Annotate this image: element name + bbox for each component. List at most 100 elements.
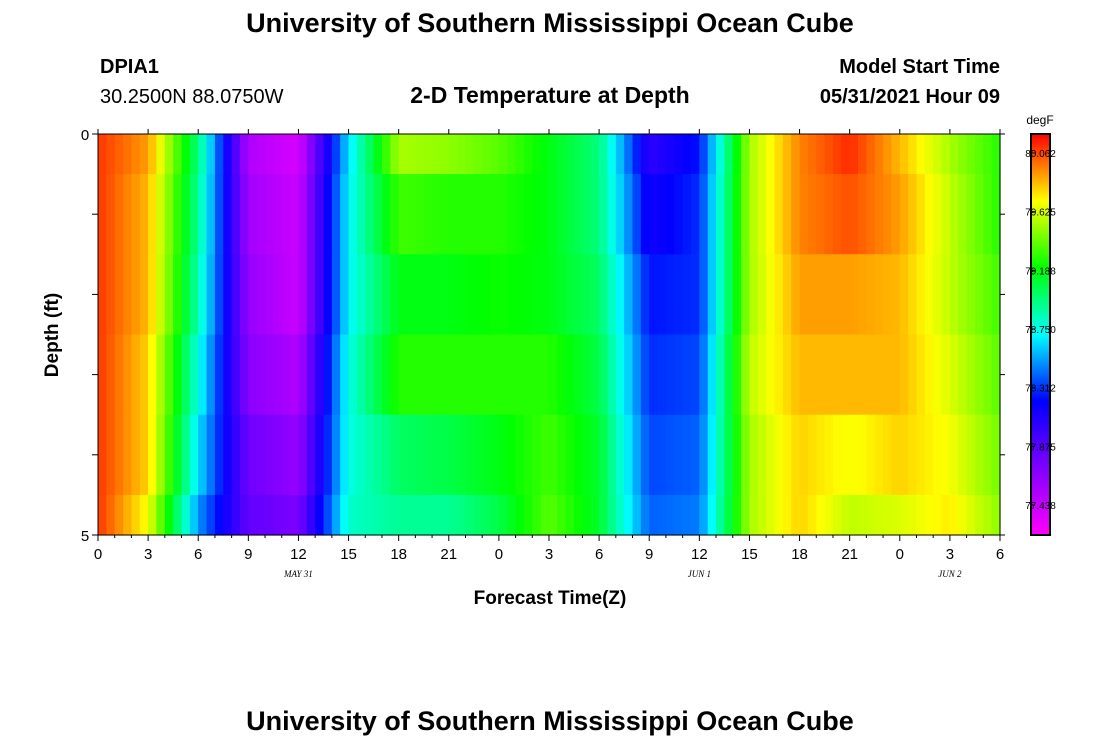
heatmap-cell [716, 334, 725, 416]
heatmap-cell [373, 494, 383, 536]
heatmap-cell [665, 134, 675, 175]
x-tick-label: 9 [645, 546, 653, 563]
heatmap-cell [181, 134, 191, 175]
heatmap-cell [123, 254, 133, 336]
heatmap-cell [457, 134, 467, 175]
heatmap-cell [248, 334, 258, 416]
heatmap-cell [657, 414, 667, 496]
heatmap-cell [615, 414, 625, 496]
heatmap-cell [590, 254, 600, 336]
heatmap-cell [832, 134, 842, 175]
heatmap-cell [807, 134, 817, 175]
heatmap-cell [640, 494, 650, 536]
heatmap-cell [540, 494, 550, 536]
heatmap-cell [615, 254, 625, 336]
x-tick-label: 6 [595, 546, 603, 563]
heatmap-cell [523, 494, 533, 536]
heatmap-cell [799, 134, 809, 175]
heatmap-cell [239, 134, 249, 175]
heatmap-cell [974, 134, 984, 175]
heatmap-cell [791, 334, 801, 416]
heatmap-cell [749, 334, 759, 416]
heatmap-cell [557, 414, 567, 496]
heatmap-cell [465, 414, 475, 496]
heatmap-cell [473, 174, 483, 255]
heatmap-cell [974, 174, 984, 255]
heatmap-cell [156, 254, 166, 336]
heatmap-cell [682, 134, 692, 175]
heatmap-cell [306, 334, 316, 416]
heatmap-cell [540, 134, 550, 175]
x-tick-label: 9 [244, 546, 252, 563]
heatmap-cell [131, 174, 141, 255]
heatmap-cell [315, 494, 325, 536]
heatmap-cell [156, 334, 166, 416]
heatmap-cell [924, 134, 934, 175]
heatmap-cell [265, 134, 274, 175]
heatmap-cell [507, 134, 517, 175]
heatmap-cell [799, 174, 809, 255]
heatmap-cell [173, 494, 183, 536]
heatmap-cell [273, 254, 283, 336]
heatmap-cell [98, 174, 107, 255]
heatmap-cell [916, 494, 926, 536]
heatmap-cell [657, 254, 667, 336]
heatmap-cell [398, 174, 408, 255]
heatmap-cell [941, 334, 951, 416]
heatmap-cell [640, 334, 650, 416]
heatmap-cell [766, 174, 776, 255]
heatmap-cell [549, 254, 558, 336]
heatmap-cell [565, 254, 575, 336]
heatmap-cell [549, 134, 558, 175]
heatmap-cell [365, 254, 375, 336]
heatmap-cell [832, 334, 842, 416]
heatmap-cell [448, 494, 458, 536]
heatmap-cell [164, 414, 174, 496]
heatmap-cell [799, 414, 809, 496]
heatmap-cell [958, 134, 968, 175]
heatmap-cell [699, 414, 709, 496]
heatmap-cell [290, 254, 300, 336]
x-tick-label: 18 [390, 546, 407, 563]
heatmap-cell [532, 414, 542, 496]
heatmap-cell [381, 174, 391, 255]
heatmap-cell [816, 134, 826, 175]
heatmap-cell [674, 494, 684, 536]
heatmap-cell [607, 494, 617, 536]
heatmap-cell [841, 134, 851, 175]
heatmap-cell [248, 134, 258, 175]
heatmap-cell [991, 254, 1001, 336]
heatmap-cell [323, 174, 333, 255]
heatmap-cell [565, 134, 575, 175]
heatmap-cell [482, 174, 492, 255]
heatmap-cell [615, 334, 625, 416]
heatmap-cell [574, 334, 584, 416]
heatmap-cell [148, 414, 158, 496]
heatmap-cell [390, 134, 400, 175]
heatmap-cell [849, 414, 859, 496]
heatmap-cell [899, 334, 909, 416]
heatmap-cell [407, 174, 416, 255]
heatmap-cell [114, 494, 124, 536]
heatmap-cell [507, 254, 517, 336]
heatmap-cell [858, 494, 867, 536]
heatmap-cell [665, 174, 675, 255]
heatmap-cell [323, 494, 333, 536]
heatmap-cell [657, 334, 667, 416]
heatmap-cell [239, 414, 249, 496]
heatmap-cell [874, 494, 884, 536]
heatmap-cell [356, 254, 366, 336]
heatmap-cell [189, 134, 199, 175]
heatmap-cell [690, 334, 700, 416]
heatmap-cell [933, 134, 943, 175]
heatmap-cell [741, 334, 751, 416]
heatmap-cell [465, 254, 475, 336]
heatmap-cell [231, 254, 241, 336]
heatmap-cell [348, 414, 358, 496]
heatmap-cell [924, 414, 934, 496]
heatmap-cell [473, 494, 483, 536]
heatmap-cell [206, 494, 216, 536]
heatmap-cell [106, 174, 116, 255]
heatmap-cell [214, 254, 224, 336]
heatmap-cell [189, 254, 199, 336]
